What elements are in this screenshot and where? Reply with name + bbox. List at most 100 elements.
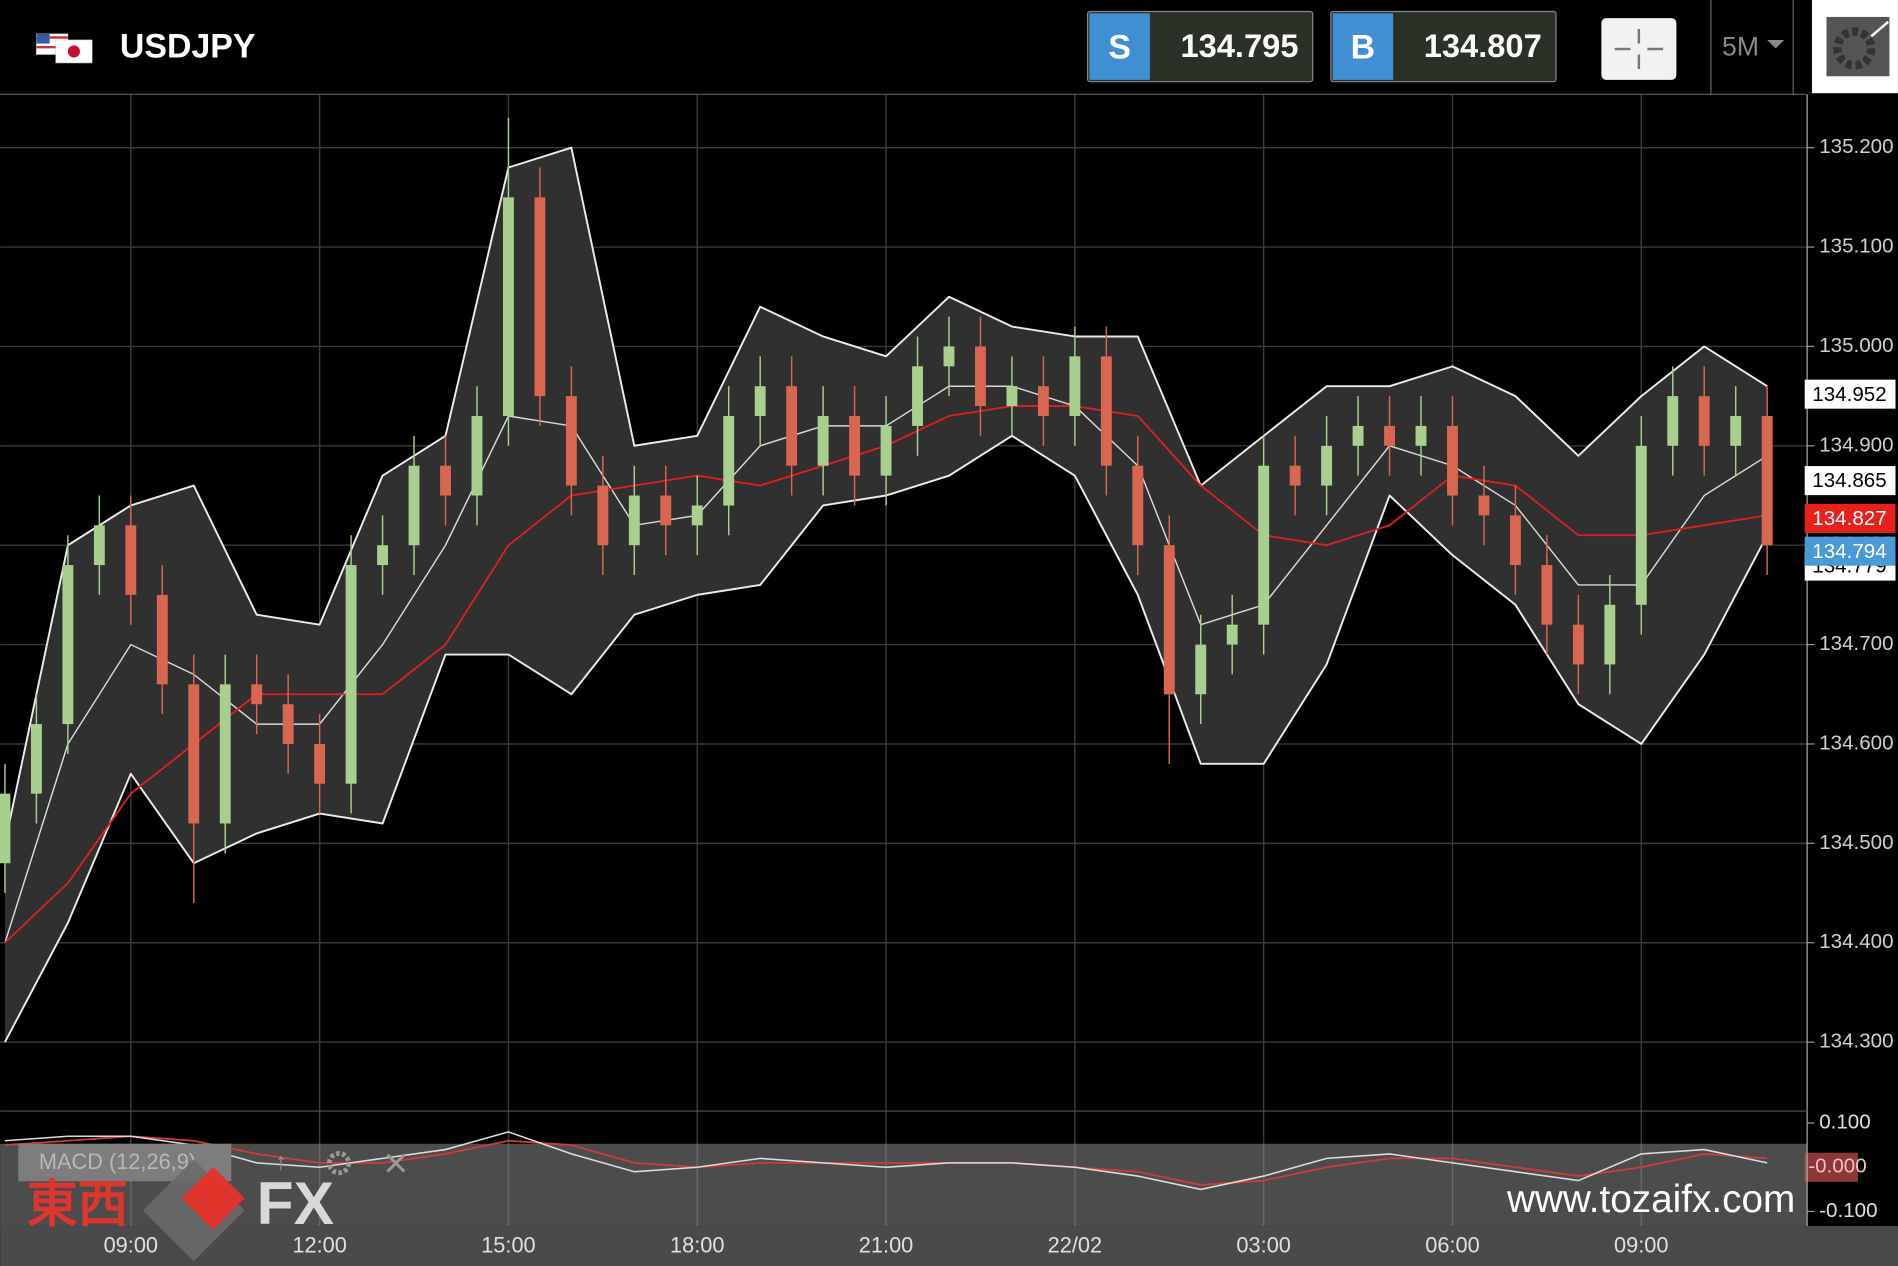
- x-tick-label: 15:00: [481, 1232, 535, 1257]
- x-tick-label: 09:00: [104, 1232, 158, 1257]
- candle-body: [754, 386, 766, 417]
- candle-body: [1289, 465, 1301, 486]
- candle-body: [1415, 425, 1427, 446]
- y-tick-label: 134.500: [1819, 831, 1893, 854]
- candle-body: [1730, 416, 1742, 446]
- watermark-fx: FX: [257, 1169, 334, 1237]
- buy-button[interactable]: B 134.807: [1330, 10, 1557, 83]
- candle-body: [1384, 425, 1395, 446]
- crosshair-button[interactable]: [1601, 18, 1677, 80]
- candle-body: [1352, 425, 1364, 446]
- candle-body: [125, 525, 137, 595]
- macd-y-tick-label: -0.100: [1819, 1199, 1877, 1222]
- x-tick-label: 06:00: [1425, 1232, 1479, 1257]
- candle-body: [1509, 515, 1521, 566]
- price-marker: [1804, 466, 1896, 496]
- y-tick-label: 134.400: [1819, 930, 1893, 953]
- candle-body: [597, 485, 609, 546]
- candle-body: [1572, 624, 1584, 665]
- candle-body: [1635, 445, 1647, 605]
- macd-close-icon: [386, 1153, 406, 1173]
- y-tick-label: 135.200: [1819, 135, 1893, 158]
- y-tick-label: 134.600: [1819, 731, 1893, 754]
- candle-body: [93, 525, 105, 566]
- candle-body: [975, 346, 986, 407]
- candle-body: [1226, 624, 1238, 645]
- candle-body: [314, 743, 326, 784]
- x-tick-label: 03:00: [1236, 1232, 1290, 1257]
- timeframe-selector[interactable]: 5M: [1722, 31, 1785, 61]
- candle-body: [188, 684, 200, 824]
- candle-body: [1163, 545, 1175, 695]
- candle-body: [1195, 644, 1207, 695]
- candle-body: [471, 416, 483, 496]
- candle-body: [440, 465, 451, 496]
- watermark-logo: [181, 1166, 245, 1230]
- candle-body: [565, 396, 577, 486]
- macd-current-label: -0.000: [1808, 1155, 1866, 1178]
- price-marker-label: 134.794: [1812, 540, 1886, 563]
- candle-body: [1258, 465, 1270, 625]
- candle-body: [345, 565, 357, 784]
- plot-layer: 09:00 12:00 15:00 18:00 21:00 22/02 03:00 06:00…: [0, 94, 1898, 1266]
- candle-body: [1037, 386, 1049, 417]
- candle-body: [1447, 425, 1458, 496]
- sell-label: S: [1108, 29, 1131, 67]
- price-marker-label: 134.827: [1812, 507, 1886, 530]
- candle-body: [880, 425, 892, 476]
- candle-body: [30, 724, 42, 794]
- price-marker-label: 134.952: [1812, 383, 1886, 406]
- y-tick-label: 134.900: [1819, 433, 1893, 456]
- candle-body: [408, 465, 420, 546]
- buy-price: 134.807: [1424, 27, 1542, 64]
- x-tick-label: 21:00: [859, 1232, 913, 1257]
- band-upper: [3, 146, 1768, 844]
- band-area: [4, 147, 1768, 1043]
- candle-body: [849, 416, 861, 476]
- candle-body: [1006, 386, 1018, 407]
- candle-body: [282, 704, 294, 744]
- macd-overlay: [0, 1143, 1808, 1227]
- macd-line: [4, 1131, 1768, 1191]
- candle-body: [502, 197, 514, 417]
- y-tick-label: 135.100: [1819, 234, 1893, 257]
- x-tick-label: 09:00: [1614, 1232, 1668, 1257]
- candle-body: [691, 505, 703, 526]
- candle-body: [377, 545, 389, 566]
- x-tick-label: 22/02: [1048, 1232, 1102, 1257]
- candle-body: [0, 793, 11, 864]
- price-marker-label: 134.865: [1812, 469, 1886, 492]
- y-tick-label: 134.300: [1819, 1030, 1893, 1053]
- price-marker: [1804, 379, 1896, 409]
- macd-current-box: [1804, 1152, 1858, 1182]
- sell-button[interactable]: S 134.795: [1086, 10, 1314, 83]
- candle-body: [943, 346, 955, 367]
- price-marker: [1804, 536, 1896, 566]
- settings-button[interactable]: [1811, 0, 1898, 94]
- candle-body: [1604, 604, 1616, 665]
- candle-body: [1478, 495, 1490, 516]
- macd-move-icon: ↑: [275, 1149, 287, 1176]
- candle-body: [1541, 565, 1553, 625]
- candle-body: [628, 495, 640, 546]
- macd-legend: MACD (12,26,9): [39, 1149, 196, 1174]
- x-tick-label: 12:00: [292, 1232, 346, 1257]
- watermark-cjk: 東西: [27, 1175, 129, 1232]
- candle-body: [1100, 356, 1112, 466]
- macd-signal: [4, 1135, 1768, 1186]
- candle-body: [1698, 396, 1710, 446]
- candle-body: [534, 197, 546, 397]
- candle-body: [1321, 445, 1333, 486]
- candle-body: [1132, 465, 1144, 546]
- symbol: USDJPY: [120, 27, 256, 65]
- candle-body: [251, 684, 263, 705]
- buy-label: B: [1351, 29, 1375, 67]
- candle-body: [1761, 416, 1773, 546]
- x-tick-label: 18:00: [670, 1232, 724, 1257]
- flag-icon: [36, 33, 93, 64]
- candle-body: [62, 565, 74, 725]
- y-tick-label: 135.000: [1819, 334, 1893, 357]
- candle-body: [1069, 356, 1081, 417]
